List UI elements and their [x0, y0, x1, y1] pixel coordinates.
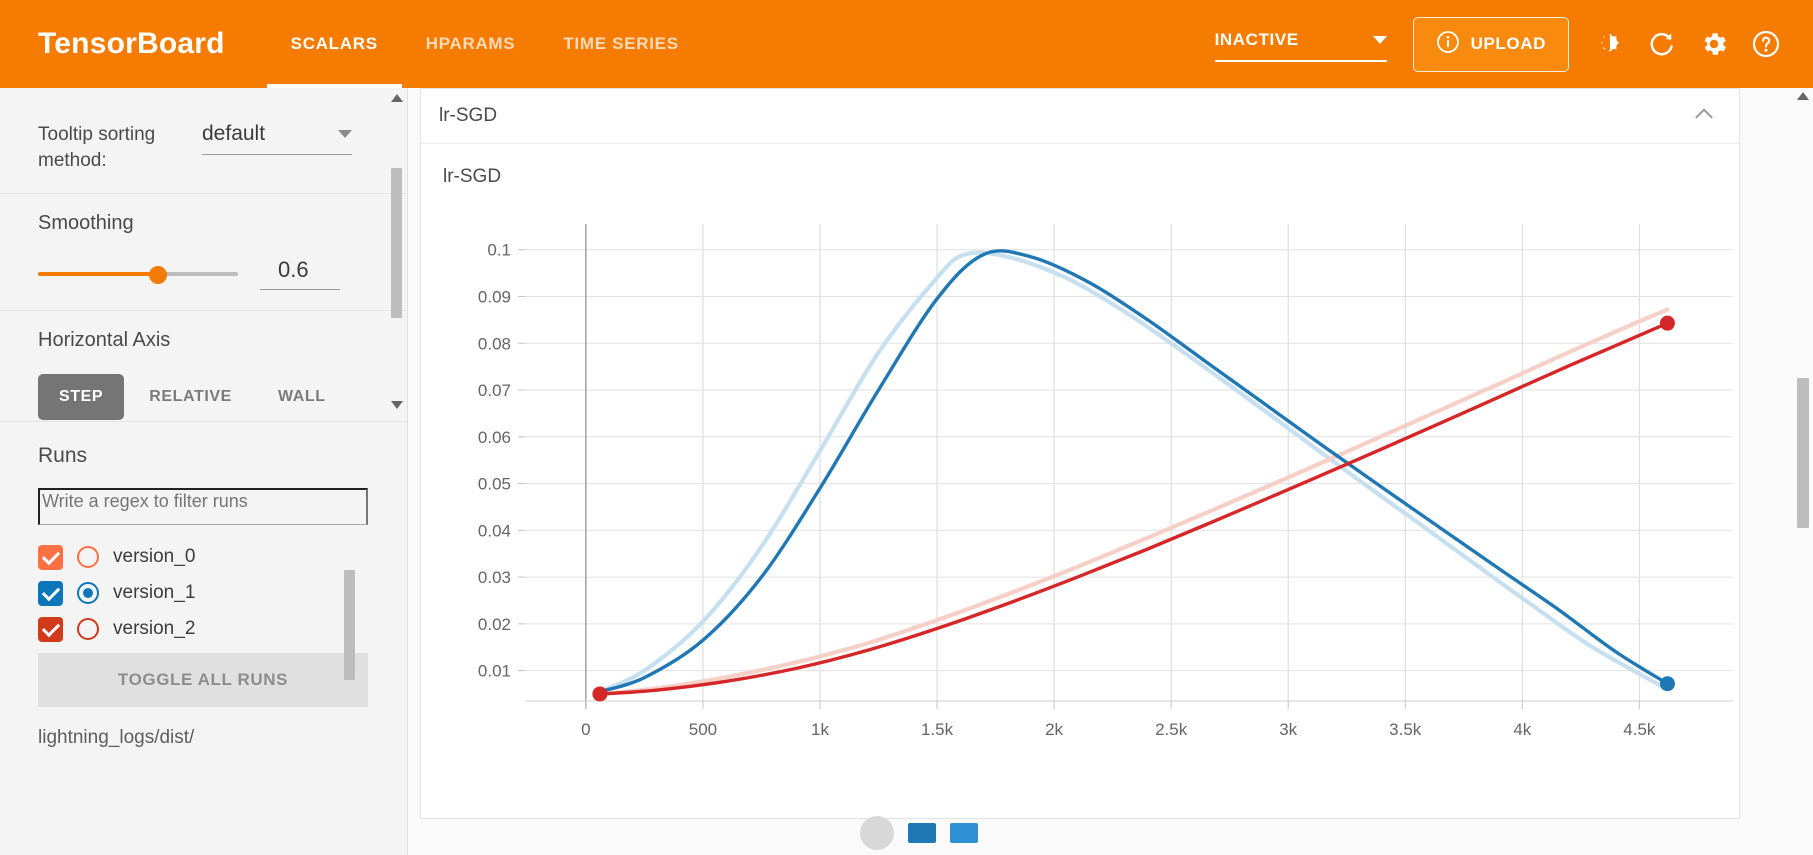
- info-icon: [1436, 30, 1460, 59]
- run-radio[interactable]: [77, 582, 99, 604]
- pager-circle-icon[interactable]: [860, 816, 894, 850]
- smoothing-value-input[interactable]: 0.6: [260, 257, 340, 291]
- svg-text:0.07: 0.07: [478, 381, 511, 400]
- svg-text:3.5k: 3.5k: [1389, 720, 1422, 739]
- svg-text:4k: 4k: [1513, 720, 1531, 739]
- scroll-up-arrow-icon[interactable]: [1797, 92, 1809, 100]
- svg-text:1k: 1k: [811, 720, 829, 739]
- top-app-bar: TensorBoard SCALARS HPARAMS TIME SERIES …: [0, 0, 1813, 88]
- brightness-icon[interactable]: [1593, 27, 1627, 61]
- tab-scalars[interactable]: SCALARS: [266, 0, 402, 88]
- tab-hparams-label: HPARAMS: [425, 34, 516, 53]
- settings-scrollbar-thumb[interactable]: [391, 168, 402, 318]
- chevron-down-icon: [1372, 36, 1387, 44]
- logdir-text: lightning_logs/dist/: [38, 727, 195, 748]
- svg-text:0.01: 0.01: [478, 662, 511, 681]
- horizontal-axis-section: Horizontal Axis STEP RELATIVE WALL: [0, 311, 407, 421]
- pager-page-2[interactable]: [950, 823, 978, 843]
- runs-filter-input[interactable]: [38, 488, 368, 525]
- run-item-version-1[interactable]: version_1: [38, 575, 368, 611]
- tab-hparams[interactable]: HPARAMS: [402, 0, 540, 88]
- svg-text:2k: 2k: [1045, 720, 1063, 739]
- main-area: Tooltip sorting method: default Smoothin…: [0, 88, 1813, 855]
- run-checkbox[interactable]: [38, 580, 63, 606]
- upload-button-label: UPLOAD: [1470, 34, 1546, 53]
- svg-text:0.09: 0.09: [478, 287, 511, 306]
- tooltip-sorting-value: default: [202, 122, 266, 145]
- run-label: version_1: [113, 582, 196, 603]
- svg-text:0.03: 0.03: [478, 568, 511, 587]
- content-scrollbar[interactable]: [1797, 88, 1809, 855]
- content-area: lr-SGD lr-SGD 0.01 0.02 0.03 0.04 0.05 0.06 0.…: [408, 88, 1813, 855]
- tooltip-sorting-section: Tooltip sorting method: default: [0, 88, 407, 195]
- refresh-icon[interactable]: [1645, 27, 1679, 61]
- header-icon-buttons: [1593, 27, 1783, 61]
- chevron-up-icon[interactable]: [1691, 101, 1717, 132]
- card-header: lr-SGD: [421, 89, 1739, 144]
- runs-list-scrollbar-thumb[interactable]: [344, 570, 355, 680]
- plot-area[interactable]: 0.01 0.02 0.03 0.04 0.05 0.06 0.07 0.08 0.09 0.1 0…: [421, 188, 1739, 818]
- smoothing-section: Smoothing 0.6: [0, 194, 407, 312]
- sidebar: Tooltip sorting method: default Smoothin…: [0, 88, 408, 855]
- slider-fill: [38, 271, 158, 276]
- chart-title: lr-SGD: [443, 166, 502, 187]
- runs-title: Runs: [38, 444, 88, 467]
- svg-text:2.5k: 2.5k: [1155, 720, 1188, 739]
- pager-page-1[interactable]: [908, 823, 936, 843]
- svg-text:0.02: 0.02: [478, 615, 511, 634]
- runs-pane: Runs version_0 version_1 version_2: [0, 422, 407, 749]
- scalar-card: lr-SGD lr-SGD 0.01 0.02 0.03 0.04 0.05 0.06 0.…: [420, 88, 1740, 819]
- run-item-version-2[interactable]: version_2: [38, 611, 368, 647]
- scroll-down-arrow-icon[interactable]: [391, 401, 403, 412]
- help-icon[interactable]: [1749, 27, 1783, 61]
- svg-text:0.04: 0.04: [478, 521, 511, 540]
- svg-text:500: 500: [689, 720, 717, 739]
- app-brand: TensorBoard: [38, 27, 225, 60]
- svg-text:3k: 3k: [1279, 720, 1297, 739]
- run-checkbox[interactable]: [38, 616, 63, 642]
- run-radio[interactable]: [77, 618, 99, 640]
- upload-button[interactable]: UPLOAD: [1412, 16, 1569, 72]
- svg-text:1.5k: 1.5k: [921, 720, 954, 739]
- horizontal-axis-label: Horizontal Axis: [38, 329, 171, 352]
- chevron-down-icon: [338, 130, 352, 138]
- svg-text:0.05: 0.05: [478, 475, 511, 494]
- tooltip-sorting-select[interactable]: default: [202, 122, 352, 155]
- settings-pane: Tooltip sorting method: default Smoothin…: [0, 88, 407, 422]
- settings-gear-icon[interactable]: [1697, 27, 1731, 61]
- run-checkbox[interactable]: [38, 544, 63, 570]
- tab-scalars-label: SCALARS: [290, 34, 378, 53]
- line-chart-svg[interactable]: 0.01 0.02 0.03 0.04 0.05 0.06 0.07 0.08 0.09 0.1 0…: [421, 188, 1741, 813]
- run-label: version_2: [113, 618, 196, 639]
- chart-pager: [860, 816, 978, 850]
- experiment-state-select[interactable]: INACTIVE: [1214, 26, 1387, 62]
- smoothing-label: Smoothing: [38, 212, 134, 235]
- runs-list: version_0 version_1 version_2: [38, 539, 368, 647]
- tab-time-series-label: TIME SERIES: [563, 34, 679, 53]
- run-label: version_0: [113, 546, 196, 567]
- axis-option-wall[interactable]: WALL: [277, 388, 326, 406]
- svg-text:4.5k: 4.5k: [1623, 720, 1656, 739]
- scroll-up-arrow-icon[interactable]: [391, 94, 403, 105]
- smoothing-slider[interactable]: [38, 265, 238, 284]
- horizontal-axis-toggle-group: STEP RELATIVE WALL: [38, 374, 369, 421]
- toggle-all-runs-button[interactable]: TOGGLE ALL RUNS: [38, 653, 368, 707]
- tab-time-series[interactable]: TIME SERIES: [539, 0, 702, 88]
- svg-text:0.06: 0.06: [478, 428, 511, 447]
- slider-thumb[interactable]: [149, 265, 167, 284]
- card-title: lr-SGD: [439, 105, 498, 126]
- axis-option-relative[interactable]: RELATIVE: [149, 388, 232, 406]
- settings-scrollbar[interactable]: [391, 88, 403, 421]
- nav-tabs: SCALARS HPARAMS TIME SERIES: [266, 0, 703, 88]
- svg-text:0: 0: [581, 720, 590, 739]
- content-scrollbar-thumb[interactable]: [1797, 378, 1809, 528]
- tooltip-sorting-label: Tooltip sorting method:: [38, 124, 156, 171]
- experiment-state-value: INACTIVE: [1214, 30, 1299, 49]
- axis-option-step[interactable]: STEP: [38, 374, 125, 421]
- run-item-version-0[interactable]: version_0: [38, 539, 368, 575]
- run-radio[interactable]: [77, 546, 99, 568]
- svg-text:0.1: 0.1: [487, 241, 511, 260]
- svg-text:0.08: 0.08: [478, 334, 511, 353]
